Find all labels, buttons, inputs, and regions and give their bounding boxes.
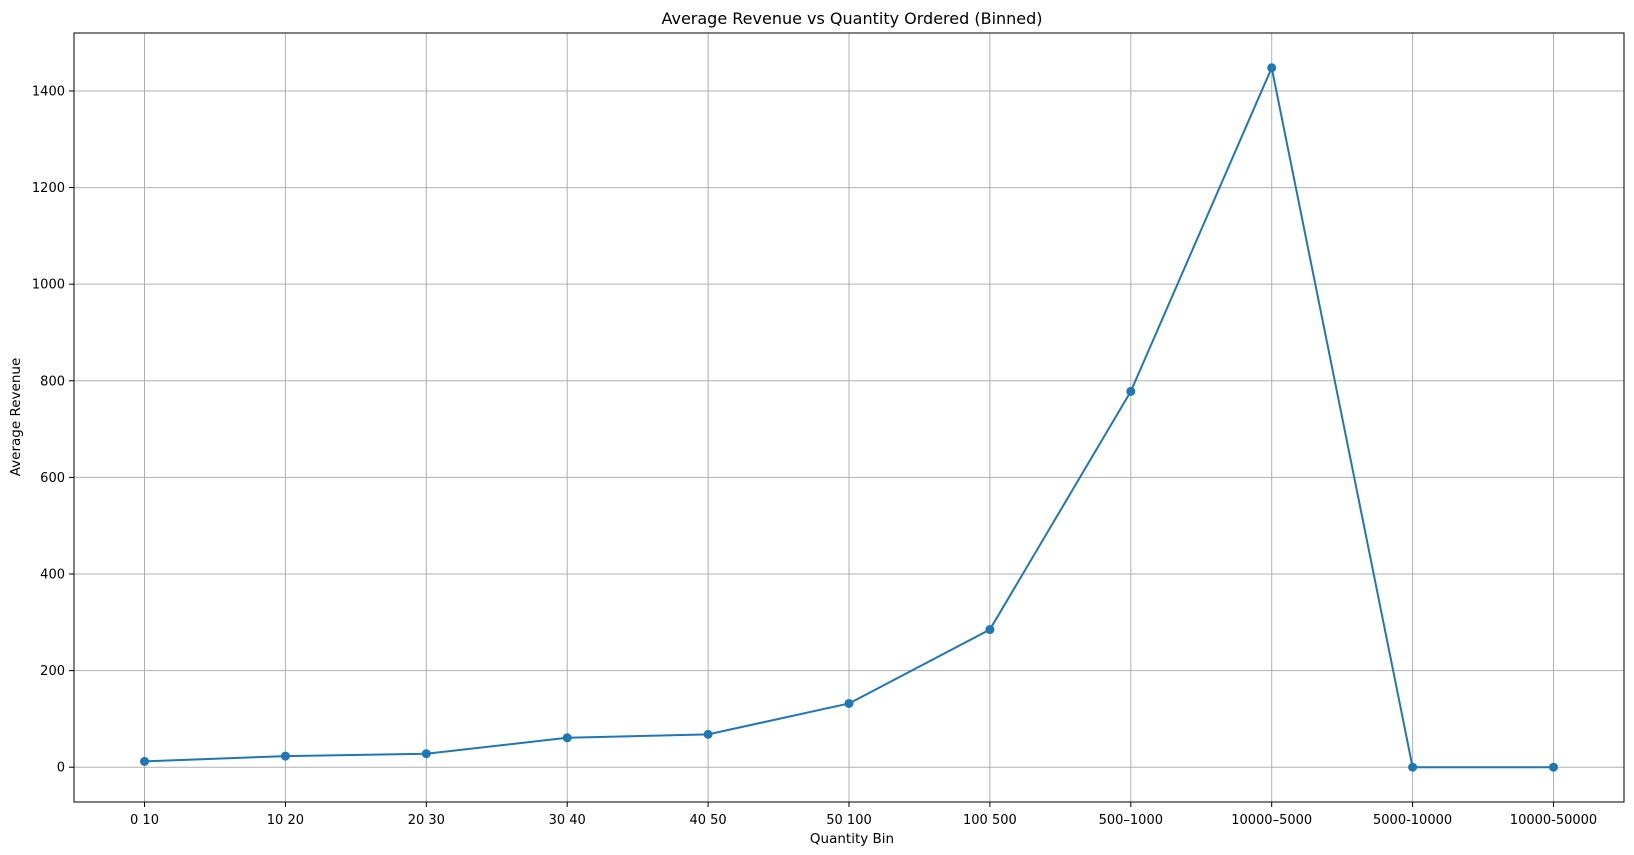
- data-point: [1267, 63, 1277, 73]
- x-tick-label: 100 500: [963, 813, 1017, 828]
- x-tick-label: 30 40: [549, 813, 586, 828]
- axis-ticks: 0 10 10 20 20 30 30 40 40 50 50 100 100 500 500…: [32, 84, 1597, 828]
- y-tick-label: 1000: [32, 278, 65, 293]
- chart-title: Average Revenue vs Quantity Ordered (Bin…: [661, 9, 1042, 28]
- data-point: [985, 625, 995, 635]
- x-tick-label: 10 20: [267, 813, 304, 828]
- y-tick-label: 400: [40, 568, 65, 583]
- y-axis-label: Average Revenue: [8, 358, 24, 477]
- y-tick-label: 600: [40, 471, 65, 486]
- y-tick-label: 800: [40, 374, 65, 389]
- data-point: [140, 756, 149, 766]
- y-tick-label: 200: [40, 664, 65, 679]
- x-tick-label: 5000-10000: [1373, 813, 1452, 828]
- x-tick-label: 40 50: [689, 813, 726, 828]
- y-tick-label: 0: [57, 761, 65, 776]
- data-point: [562, 733, 572, 743]
- x-tick-label: 20 30: [408, 813, 445, 828]
- y-tick-label: 1400: [32, 84, 65, 99]
- x-axis-label: Quantity Bin: [810, 831, 894, 847]
- data-point: [844, 698, 854, 708]
- x-tick-label: 500–1000: [1099, 813, 1163, 828]
- data-point: [1549, 762, 1558, 772]
- x-tick-label: 0 10: [130, 813, 159, 828]
- data-point: [1126, 386, 1136, 396]
- data-point: [421, 749, 431, 759]
- y-tick-label: 1200: [32, 181, 65, 196]
- x-tick-label: 10000–5000: [1231, 813, 1312, 828]
- data-point: [1408, 762, 1418, 772]
- x-tick-label: 10000-50000: [1510, 813, 1597, 828]
- grid: [74, 33, 1624, 802]
- x-tick-label: 50 100: [826, 813, 872, 828]
- series-layer: [140, 63, 1558, 772]
- data-point: [703, 729, 713, 739]
- data-point: [280, 751, 290, 761]
